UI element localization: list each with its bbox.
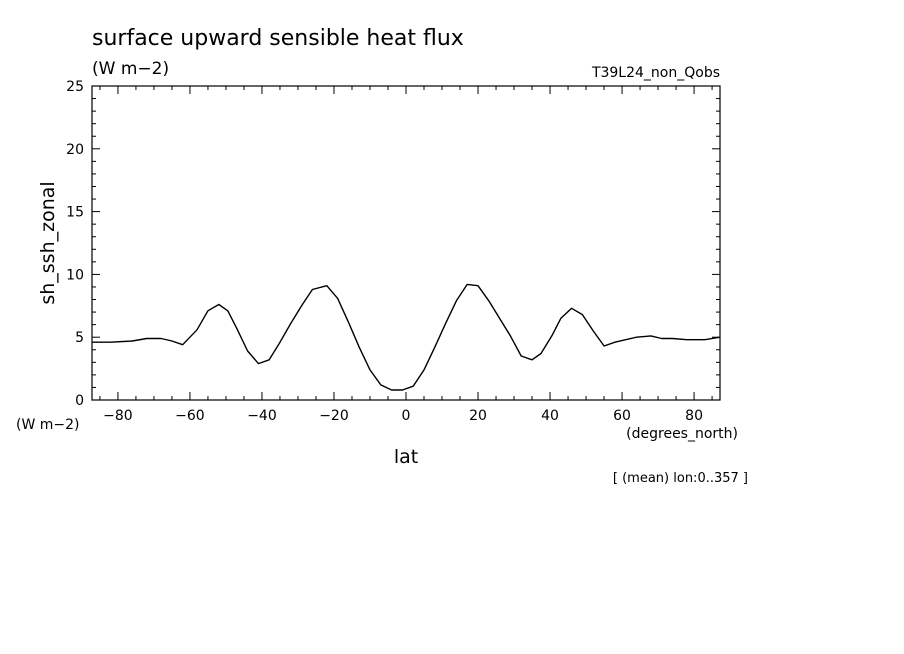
y-axis-label: sh_ssh_zonal [37,181,59,304]
y-tick-label: 15 [66,205,84,221]
x-units-label: (degrees_north) [626,426,738,442]
y-tick-label: 0 [75,393,84,409]
x-tick-label: 60 [613,408,631,424]
experiment-label: T39L24_non_Qobs [591,65,720,81]
axis-ticks [92,85,720,401]
x-tick-label: −20 [319,408,349,424]
x-tick-label: 20 [469,408,487,424]
x-tick-label: 0 [402,408,411,424]
y-tick-labels: 0 5 10 15 20 25 [66,79,84,409]
footnote: [ (mean) lon:0..357 ] [613,471,748,486]
title-units: (W m−2) [92,59,169,79]
y-tick-label: 20 [66,142,84,158]
y-tick-label: 5 [75,330,84,346]
y-tick-label: 10 [66,267,84,283]
x-tick-label: 80 [685,408,703,424]
y-units-label: (W m−2) [16,417,80,433]
y-tick-label: 25 [66,79,84,95]
x-axis-label: lat [394,446,418,468]
series-line [92,283,721,391]
x-tick-label: 40 [541,408,559,424]
x-tick-label: −40 [247,408,277,424]
x-tick-label: −60 [175,408,205,424]
plot-frame [91,85,721,401]
chart-title: surface upward sensible heat flux [92,26,464,51]
x-tick-labels: −80 −60 −40 −20 0 20 40 60 80 [103,408,703,424]
x-tick-label: −80 [103,408,133,424]
